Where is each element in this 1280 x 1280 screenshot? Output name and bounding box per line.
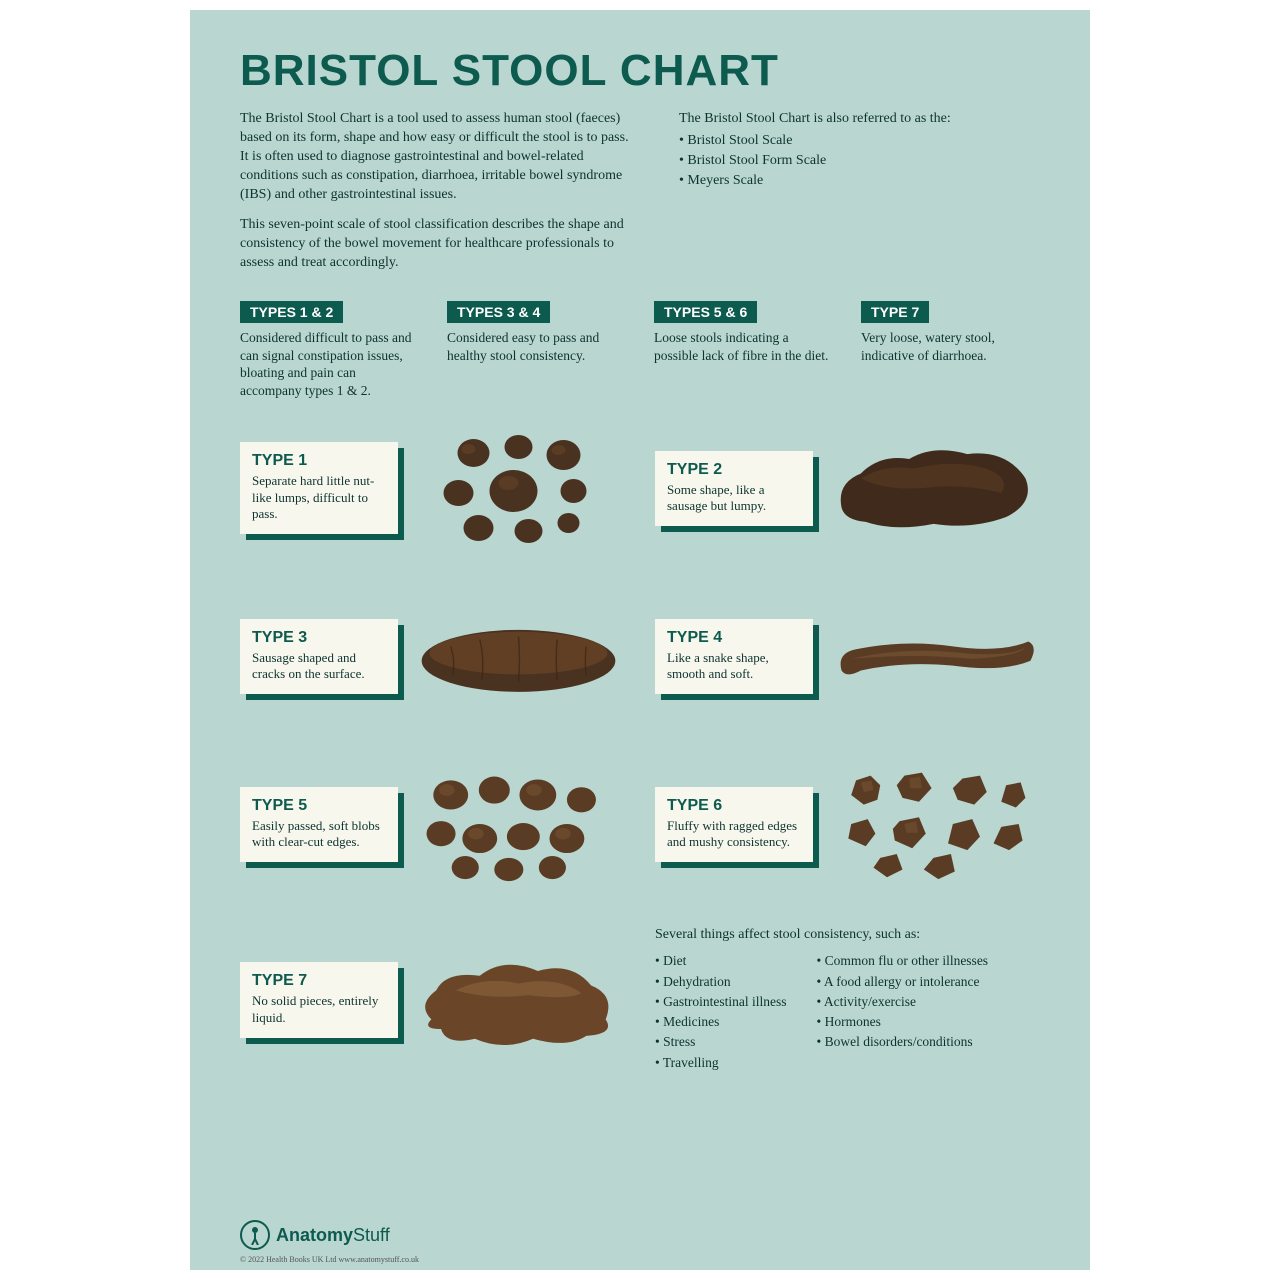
intro-left: The Bristol Stool Chart is a tool used t… <box>240 110 639 285</box>
intro-p2: This seven-point scale of stool classifi… <box>240 216 639 273</box>
list-item: Medicines <box>655 1012 786 1032</box>
list-item: A food allergy or intolerance <box>816 972 988 992</box>
group-desc: Considered difficult to pass and can sig… <box>240 329 419 399</box>
card-desc: Separate hard little nut-like lumps, dif… <box>252 473 386 522</box>
type-1: TYPE 1 Separate hard little nut-like lum… <box>240 423 625 553</box>
card-desc: Some shape, like a sausage but lumpy. <box>667 482 801 515</box>
group-badge: TYPES 3 & 4 <box>447 301 550 323</box>
group-desc: Loose stools indicating a possible lack … <box>654 329 833 364</box>
card-title: TYPE 3 <box>252 629 386 647</box>
type-1-icon <box>412 423 625 553</box>
type-2-icon <box>827 423 1040 553</box>
intro-p1: The Bristol Stool Chart is a tool used t… <box>240 110 639 204</box>
list-item: Bristol Stool Scale <box>679 131 1040 151</box>
type-card: TYPE 6 Fluffy with ragged edges and mush… <box>655 787 813 863</box>
factors-col2: Common flu or other illnesses A food all… <box>816 951 988 1073</box>
type-card: TYPE 2 Some shape, like a sausage but lu… <box>655 451 813 527</box>
type-groups: TYPES 1 & 2 Considered difficult to pass… <box>240 301 1040 399</box>
type-5: TYPE 5 Easily passed, soft blobs with cl… <box>240 759 625 889</box>
copyright: © 2022 Health Books UK Ltd www.anatomyst… <box>240 1255 419 1264</box>
group-12: TYPES 1 & 2 Considered difficult to pass… <box>240 301 419 399</box>
type-card: TYPE 7 No solid pieces, entirely liquid. <box>240 962 398 1038</box>
type-grid: TYPE 1 Separate hard little nut-like lum… <box>240 423 1040 889</box>
group-badge: TYPES 5 & 6 <box>654 301 757 323</box>
list-item: Travelling <box>655 1053 786 1073</box>
type-7-icon <box>412 935 625 1065</box>
group-34: TYPES 3 & 4 Considered easy to pass and … <box>447 301 626 399</box>
list-item: Gastrointestinal illness <box>655 992 786 1012</box>
list-item: Stress <box>655 1032 786 1052</box>
group-desc: Considered easy to pass and healthy stoo… <box>447 329 626 364</box>
alt-names-list: Bristol Stool Scale Bristol Stool Form S… <box>679 131 1040 192</box>
type-2: TYPE 2 Some shape, like a sausage but lu… <box>655 423 1040 553</box>
card-title: TYPE 5 <box>252 797 386 815</box>
card-title: TYPE 1 <box>252 452 386 470</box>
type-6: TYPE 6 Fluffy with ragged edges and mush… <box>655 759 1040 889</box>
list-item: Bristol Stool Form Scale <box>679 151 1040 171</box>
type-6-icon <box>827 759 1040 889</box>
list-item: Diet <box>655 951 786 971</box>
type-4-icon <box>827 591 1040 721</box>
type-4: TYPE 4 Like a snake shape, smooth and so… <box>655 591 1040 721</box>
factors: Several things affect stool consistency,… <box>655 927 1040 1073</box>
intro-columns: The Bristol Stool Chart is a tool used t… <box>240 110 1040 285</box>
type-card: TYPE 5 Easily passed, soft blobs with cl… <box>240 787 398 863</box>
poster: BRISTOL STOOL CHART The Bristol Stool Ch… <box>190 10 1090 1270</box>
list-item: Common flu or other illnesses <box>816 951 988 971</box>
card-title: TYPE 2 <box>667 461 801 479</box>
type-card: TYPE 1 Separate hard little nut-like lum… <box>240 442 398 534</box>
type-7: TYPE 7 No solid pieces, entirely liquid. <box>240 927 625 1073</box>
card-desc: Fluffy with ragged edges and mushy consi… <box>667 818 801 851</box>
brand-logo: AnatomyStuff <box>240 1220 390 1250</box>
group-badge: TYPE 7 <box>861 301 929 323</box>
type-3: TYPE 3 Sausage shaped and cracks on the … <box>240 591 625 721</box>
group-badge: TYPES 1 & 2 <box>240 301 343 323</box>
card-desc: Like a snake shape, smooth and soft. <box>667 650 801 683</box>
card-desc: Easily passed, soft blobs with clear-cut… <box>252 818 386 851</box>
group-desc: Very loose, watery stool, indicative of … <box>861 329 1040 364</box>
logo-icon <box>240 1220 270 1250</box>
list-item: Hormones <box>816 1012 988 1032</box>
factors-title: Several things affect stool consistency,… <box>655 927 1040 943</box>
card-desc: No solid pieces, entirely liquid. <box>252 993 386 1026</box>
list-item: Bowel disorders/conditions <box>816 1032 988 1052</box>
alt-names-intro: The Bristol Stool Chart is also referred… <box>679 110 1040 129</box>
list-item: Dehydration <box>655 972 786 992</box>
type-card: TYPE 3 Sausage shaped and cracks on the … <box>240 619 398 695</box>
type-3-icon <box>412 591 625 721</box>
page-title: BRISTOL STOOL CHART <box>240 46 1040 96</box>
card-title: TYPE 7 <box>252 972 386 990</box>
logo-text: AnatomyStuff <box>276 1225 390 1246</box>
type-card: TYPE 4 Like a snake shape, smooth and so… <box>655 619 813 695</box>
intro-right: The Bristol Stool Chart is also referred… <box>679 110 1040 285</box>
card-title: TYPE 6 <box>667 797 801 815</box>
list-item: Meyers Scale <box>679 171 1040 191</box>
factors-col1: Diet Dehydration Gastrointestinal illnes… <box>655 951 786 1073</box>
bottom-row: TYPE 7 No solid pieces, entirely liquid.… <box>240 927 1040 1073</box>
type-5-icon <box>412 759 625 889</box>
group-7: TYPE 7 Very loose, watery stool, indicat… <box>861 301 1040 399</box>
card-desc: Sausage shaped and cracks on the surface… <box>252 650 386 683</box>
list-item: Activity/exercise <box>816 992 988 1012</box>
group-56: TYPES 5 & 6 Loose stools indicating a po… <box>654 301 833 399</box>
card-title: TYPE 4 <box>667 629 801 647</box>
